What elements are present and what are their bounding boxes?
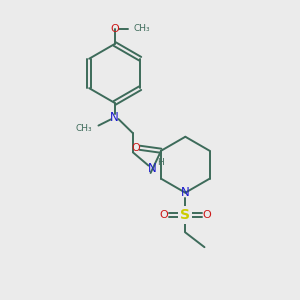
Text: N: N (148, 162, 156, 175)
Text: O: O (110, 24, 119, 34)
Text: H: H (157, 158, 164, 166)
Text: O: O (202, 210, 211, 220)
Text: CH₃: CH₃ (75, 124, 92, 133)
Text: O: O (160, 210, 169, 220)
Text: S: S (180, 208, 190, 222)
Text: O: O (131, 143, 140, 153)
Text: CH₃: CH₃ (134, 24, 150, 33)
Text: N: N (110, 110, 119, 124)
Text: N: N (181, 186, 190, 199)
